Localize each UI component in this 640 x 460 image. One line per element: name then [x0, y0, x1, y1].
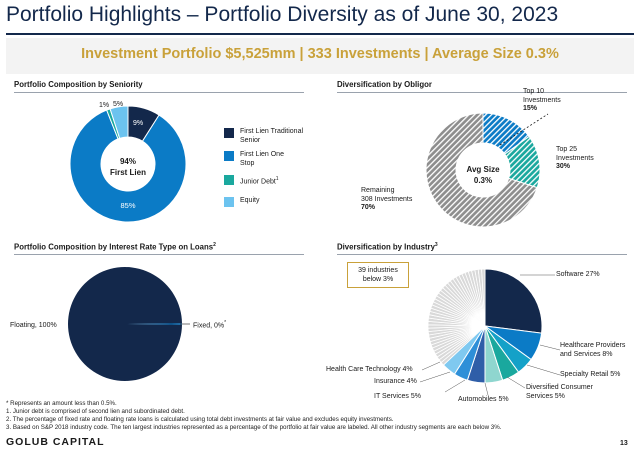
page-number: 13 [620, 440, 628, 447]
portfolio-summary: Investment Portfolio $5,525mm | 333 Inve… [81, 46, 559, 62]
legend-label: First Lien One Stop [240, 151, 284, 167]
obligor-center-label: Avg Size [466, 165, 500, 174]
industry-chart-title: Diversification by Industry3 [337, 242, 438, 252]
legend-swatch [224, 151, 234, 161]
obligor-slice-remaining [425, 112, 538, 228]
industry-label-health-care-technology: Health Care Technology 4% [326, 366, 413, 373]
industry-label-healthcare-providers: Healthcare Providers and Services 8% [560, 342, 626, 358]
seniority-slice-label-traditional: 9% [133, 120, 143, 127]
fixed-label: Fixed, 0%* [193, 320, 227, 330]
legend-swatch [224, 175, 234, 185]
obligor-chart-title: Diversification by Obligor [337, 80, 432, 89]
seniority-slice-label-one-stop: 85% [120, 201, 135, 210]
remaining-annotation: Remaining 308 Investments 70% [361, 187, 413, 211]
top25-annotation: Top 25 Investments 30% [556, 146, 594, 170]
legend-swatch [224, 128, 234, 138]
rate-type-chart-title: Portfolio Composition by Interest Rate T… [14, 242, 216, 252]
seniority-center-label: First Lien [110, 168, 146, 177]
footnote-asterisk: * Represents an amount less than 0.5%. [6, 400, 117, 407]
seniority-chart-title: Portfolio Composition by Seniority [14, 80, 143, 89]
company-logo: GOLUB CAPITAL [6, 436, 105, 448]
industry-label-automobiles: Automobiles 5% [458, 396, 509, 403]
seniority-slice-label-junior: 1% [99, 102, 109, 109]
industries-callout: 39 industries below 3% [347, 262, 409, 288]
industry-label-specialty-retail: Specialty Retail 5% [560, 371, 621, 378]
seniority-slices [69, 105, 187, 223]
industry-title-rule [337, 254, 627, 255]
footnote-1: 1. Junior debt is comprised of second li… [6, 408, 185, 415]
obligor-slices [425, 112, 541, 228]
footnote-2: 2. The percentage of fixed rate and floa… [6, 416, 394, 423]
seniority-title-rule [14, 92, 304, 93]
rate-slice-floating [68, 267, 182, 382]
industry-slices [427, 268, 543, 384]
legend-label: Junior Debt1 [240, 176, 279, 186]
rate-type-slices [68, 267, 182, 382]
obligor-divider-line [499, 113, 549, 146]
industry-slice-software [484, 268, 543, 334]
obligor-title-rule [337, 92, 627, 93]
industry-label-it-services: IT Services 5% [374, 393, 421, 400]
industry-label-diversified-consumer: Diversified Consumer Services 5% [526, 384, 593, 400]
subtitle-banner [6, 38, 634, 74]
page-title: Portfolio Highlights – Portfolio Diversi… [6, 3, 559, 26]
top10-annotation: Top 10 Investments 15% [523, 88, 561, 112]
seniority-slice-first-lien-one-stop [69, 109, 187, 223]
industry-label-software: Software 27% [556, 271, 600, 278]
seniority-slice-label-equity: 5% [113, 101, 123, 108]
legend-label: Equity [240, 197, 260, 204]
seniority-center-value: 94% [120, 157, 136, 166]
title-divider [6, 33, 634, 35]
seniority-slice-equity [109, 105, 129, 139]
legend-label: First Lien Traditional Senior [240, 128, 304, 144]
industry-leader-lines [419, 274, 561, 396]
industry-slice-other-39 [481, 268, 486, 327]
rate-type-title-rule [14, 254, 304, 255]
obligor-center-value: 0.3% [474, 176, 492, 185]
industry-label-insurance: Insurance 4% [374, 378, 417, 385]
floating-label: Floating, 100% [10, 322, 57, 329]
legend-swatch [224, 197, 234, 207]
rate-slice-fixed [125, 323, 182, 325]
footnote-3: 3. Based on S&P 2018 industry code. The … [6, 424, 502, 431]
